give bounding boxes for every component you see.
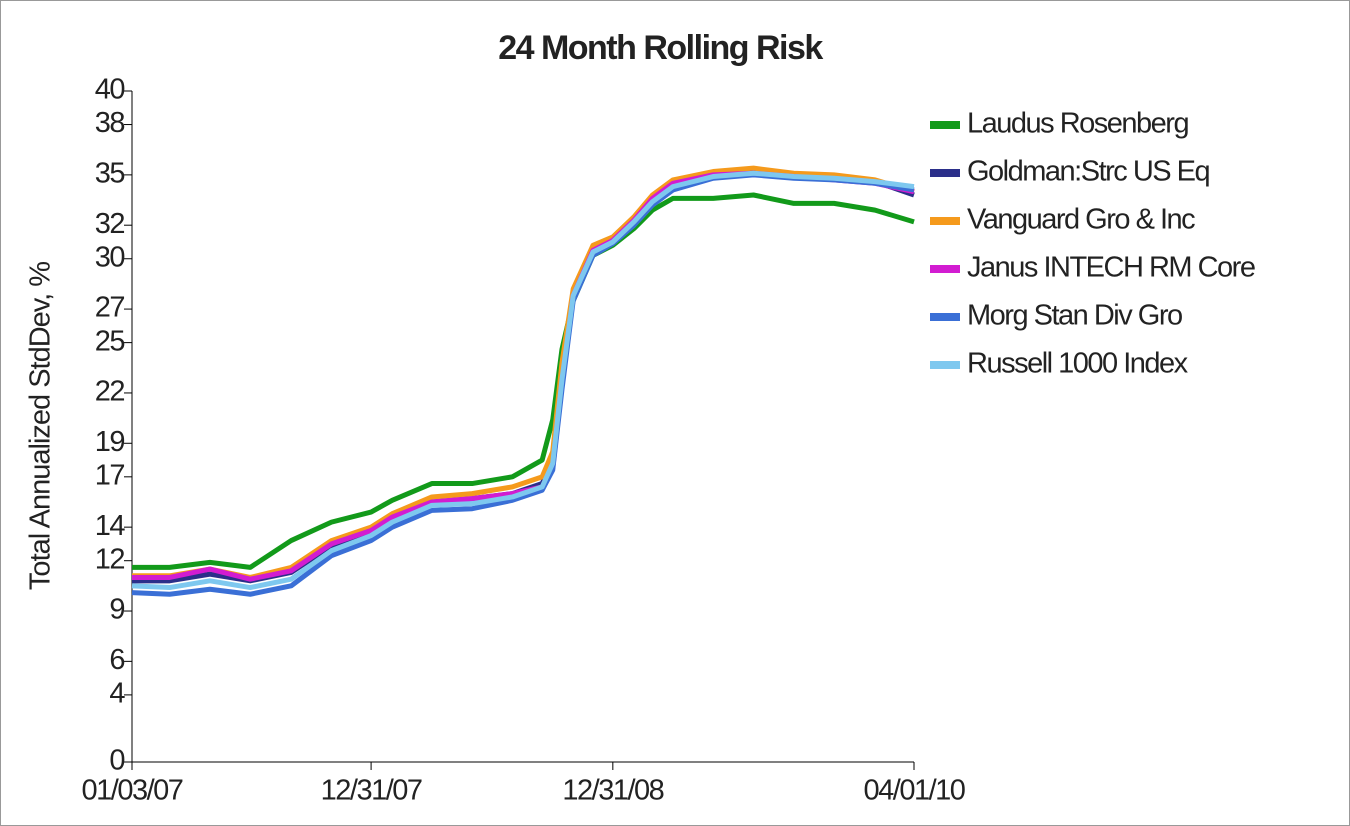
y-tick-label: 4 [109, 678, 125, 710]
legend-label: Vanguard Gro & Inc [967, 204, 1195, 236]
y-tick-label: 30 [95, 241, 125, 273]
legend-label: Morg Stan Div Gro [967, 300, 1182, 332]
y-tick-label: 40 [95, 74, 125, 106]
legend-label: Russell 1000 Index [967, 348, 1189, 380]
legend-swatch [930, 313, 960, 321]
y-tick-label: 32 [95, 208, 125, 240]
y-tick-label: 0 [109, 745, 124, 777]
legend-swatch [930, 361, 960, 369]
y-tick-label: 22 [95, 376, 125, 408]
y-tick-label: 6 [109, 644, 124, 676]
x-tick-label: 12/31/08 [562, 775, 663, 807]
y-tick-label: 35 [95, 158, 125, 190]
legend-swatch [930, 121, 960, 129]
legend-label: Janus INTECH RM Core [967, 252, 1255, 284]
x-tick-label: 01/03/07 [82, 775, 183, 807]
y-tick-label: 17 [95, 459, 125, 491]
y-axis-label: Total Annualized StdDev, % [25, 262, 57, 590]
y-tick-label: 25 [95, 325, 125, 357]
series-line [131, 170, 915, 591]
y-tick-label: 12 [95, 543, 125, 575]
y-tick-label: 27 [95, 292, 125, 324]
y-tick-label: 14 [95, 510, 126, 542]
y-tick-label: 19 [95, 426, 125, 458]
legend-label: Goldman:Strc US Eq [967, 156, 1210, 188]
x-tick-label: 04/01/10 [864, 775, 965, 807]
legend-label: Laudus Rosenberg [967, 108, 1188, 140]
y-tick-label: 38 [95, 107, 125, 139]
legend-swatch [930, 217, 960, 225]
y-tick-label: 9 [109, 594, 124, 626]
legend-swatch [930, 265, 960, 273]
x-tick-label: 12/31/07 [321, 775, 422, 807]
chart-title: 24 Month Rolling Risk [498, 29, 823, 67]
legend-swatch [930, 169, 960, 177]
